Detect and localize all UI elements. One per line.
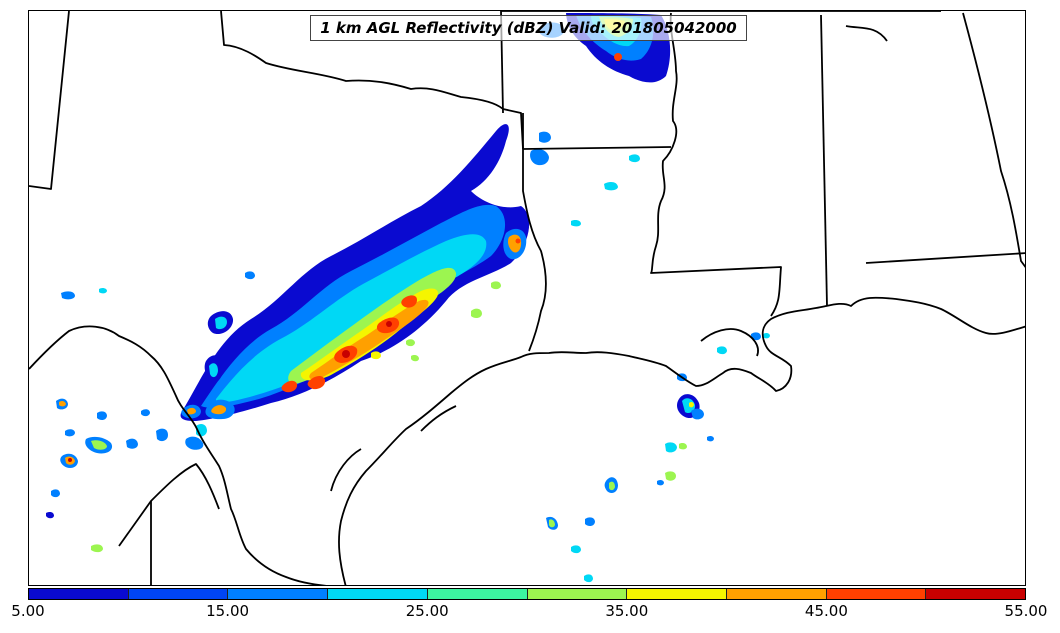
colorbar-segment <box>128 589 229 599</box>
rio-grande-border <box>29 325 327 585</box>
colorbar-segment <box>228 589 329 599</box>
colorbar-tick-label: 5.00 <box>11 602 45 620</box>
colorbar <box>28 588 1026 600</box>
echo-cell-red-4 <box>307 375 326 390</box>
state-border-ar-la <box>522 146 672 150</box>
echo-core-2 <box>386 321 392 327</box>
state-border-tx-ok <box>220 11 524 150</box>
colorbar-tick-label: 35.00 <box>605 602 649 620</box>
state-border-ms-al <box>820 14 828 307</box>
map-canvas <box>29 11 1025 585</box>
map-title: 1 km AGL Reflectivity (dBZ) Valid: 20180… <box>310 15 747 41</box>
mexico-state-line-1 <box>118 463 220 547</box>
colorbar-tick-label: 55.00 <box>1004 602 1048 620</box>
echo-core-1 <box>342 350 350 358</box>
reflectivity-map <box>28 10 1026 586</box>
colorbar-segment <box>527 589 628 599</box>
state-border-tx-la <box>522 113 547 352</box>
echo-cell-red-5 <box>281 380 298 393</box>
gulf-coastline <box>338 296 1025 585</box>
state-border-nm-west <box>29 11 70 190</box>
radar-echoes <box>46 13 770 583</box>
colorbar-segment <box>427 589 528 599</box>
colorbar-segment <box>328 589 428 599</box>
state-border-fl <box>865 252 1025 264</box>
colorbar-segment <box>926 589 1026 599</box>
colorbar-segment <box>29 589 129 599</box>
state-border-al-ga <box>962 12 1025 268</box>
colorbar-segment <box>826 589 927 599</box>
colorbar-segment <box>627 589 727 599</box>
echo-cell-red-3 <box>401 295 417 308</box>
colorbar-segment <box>726 589 827 599</box>
colorbar-tick-label: 25.00 <box>405 602 449 620</box>
coast-detail-tx-bays <box>330 405 457 492</box>
state-border-miss-river <box>650 12 782 317</box>
state-border-top-detail <box>845 25 888 42</box>
echo-band-cyan <box>215 234 487 403</box>
colorbar-tick-label: 15.00 <box>206 602 250 620</box>
colorbar-tick-label: 45.00 <box>804 602 848 620</box>
coast-detail-la <box>700 328 759 357</box>
geography-outlines <box>29 11 1025 585</box>
